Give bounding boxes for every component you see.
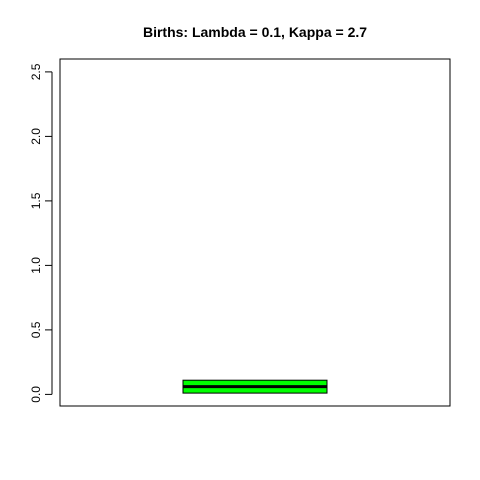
y-axis: 0.0 0.5 1.0 1.5 2.0 2.5	[29, 63, 53, 403]
y-tick-label: 0.0	[29, 386, 43, 403]
y-tick-label: 2.0	[29, 128, 43, 145]
y-tick-label: 1.5	[29, 192, 43, 209]
y-tick-label: 2.5	[29, 63, 43, 80]
y-tick-label: 0.5	[29, 321, 43, 338]
chart-title: Births: Lambda = 0.1, Kappa = 2.7	[143, 24, 367, 40]
boxplot-boxes	[182, 379, 328, 394]
y-tick-label: 1.0	[29, 257, 43, 274]
plot-frame	[59, 58, 451, 407]
